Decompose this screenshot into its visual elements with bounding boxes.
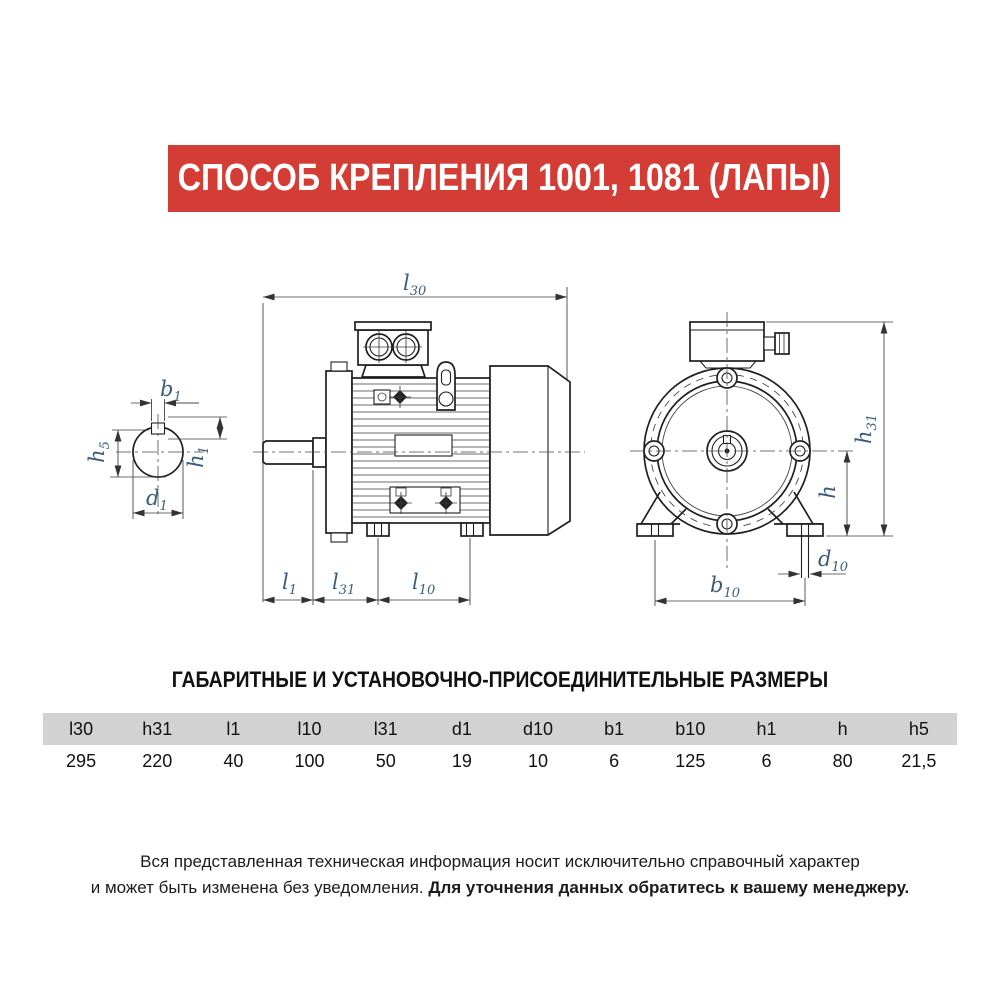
col-header-h: h: [804, 713, 881, 745]
disclaimer-line2-bold: Для уточнения данных обратитесь к вашему…: [428, 878, 910, 897]
terminal-box-front: [689, 321, 790, 369]
dim-label-h31: h31: [852, 414, 880, 444]
lifting-eye: [436, 361, 456, 411]
value-l1: 40: [223, 751, 244, 771]
grounding-bolt: [373, 389, 391, 405]
value-d1: 19: [451, 751, 472, 771]
value-d10: 10: [528, 751, 549, 771]
dim-label-b10: b10: [710, 573, 740, 601]
cable-gland-crosshairs: [363, 331, 422, 363]
nameplate: [394, 434, 453, 457]
value-h5: 21,5: [901, 751, 937, 771]
disclaimer-line2: и может быть изменена без уведомления.: [90, 878, 429, 897]
dim-label-l1: l1: [282, 570, 297, 598]
col-header-d1: d1: [423, 713, 500, 745]
banner-title: СПОСОБ КРЕПЛЕНИЯ 1001, 1081 (ЛАПЫ): [177, 157, 831, 199]
mounting-type-banner: СПОСОБ КРЕПЛЕНИЯ 1001, 1081 (ЛАПЫ): [168, 145, 840, 212]
value-h1: 6: [761, 751, 772, 771]
mounting-foot-front: [786, 523, 824, 537]
disclaimer: Вся представленная техническая информаци…: [0, 849, 1000, 901]
col-header-l1: l1: [195, 713, 272, 745]
value-l31: 50: [375, 751, 396, 771]
dim-label-d10: d10: [818, 547, 848, 575]
table-row: 295 220 40 100 50 19 10 6 125 6 80 21,5: [43, 745, 957, 778]
dim-label-h: h: [816, 485, 840, 499]
mounting-feet-side: [366, 522, 484, 537]
col-header-l30: l30: [43, 713, 120, 745]
col-header-l10: l10: [271, 713, 348, 745]
col-header-h1: h1: [728, 713, 805, 745]
section-title: ГАБАРИТНЫЕ И УСТАНОВОЧНО-ПРИСОЕДИНИТЕЛЬН…: [171, 667, 829, 692]
dimensions-table: l30 h31 l1 l10 l31 d1 d10 b1 b10 h1 h h5…: [43, 713, 957, 778]
value-l30: 295: [66, 751, 97, 771]
col-header-h5: h5: [880, 713, 957, 745]
dim-label-b1: b1: [160, 377, 182, 405]
col-header-h31: h31: [119, 713, 196, 745]
dim-label-d1: d1: [146, 486, 168, 514]
motor-front-view: [630, 312, 893, 606]
value-h31: 220: [142, 751, 173, 771]
value-l10: 100: [294, 751, 325, 771]
dim-label-l10: l10: [412, 570, 435, 598]
col-header-l31: l31: [347, 713, 424, 745]
cable-gland-front: [774, 332, 790, 355]
col-header-d10: d10: [499, 713, 577, 745]
value-h: 80: [832, 751, 853, 771]
motor-side-view: [253, 287, 585, 605]
disclaimer-line1: Вся представленная техническая информаци…: [140, 852, 860, 871]
value-b1: 6: [609, 751, 620, 771]
mounting-foot-front: [636, 523, 674, 537]
dimensions-table-header: l30 h31 l1 l10 l31 d1 d10 b1 b10 h1 h h5: [43, 713, 957, 745]
col-header-b10: b10: [652, 713, 729, 745]
dim-label-h1: h1: [184, 446, 212, 468]
value-b10: 125: [675, 751, 706, 771]
shaft-cross-section-view: [110, 399, 227, 519]
terminal-box-side: [354, 321, 432, 378]
dim-label-l30: l30: [403, 271, 426, 299]
dimensions-table-values: 295 220 40 100 50 19 10 6 125 6 80 21,5: [43, 745, 957, 778]
col-header-b1: b1: [576, 713, 653, 745]
fan-cover: [489, 365, 571, 536]
shaft: [262, 440, 314, 465]
dim-label-l31: l31: [332, 570, 355, 598]
dim-label-h5: h5: [85, 441, 113, 463]
